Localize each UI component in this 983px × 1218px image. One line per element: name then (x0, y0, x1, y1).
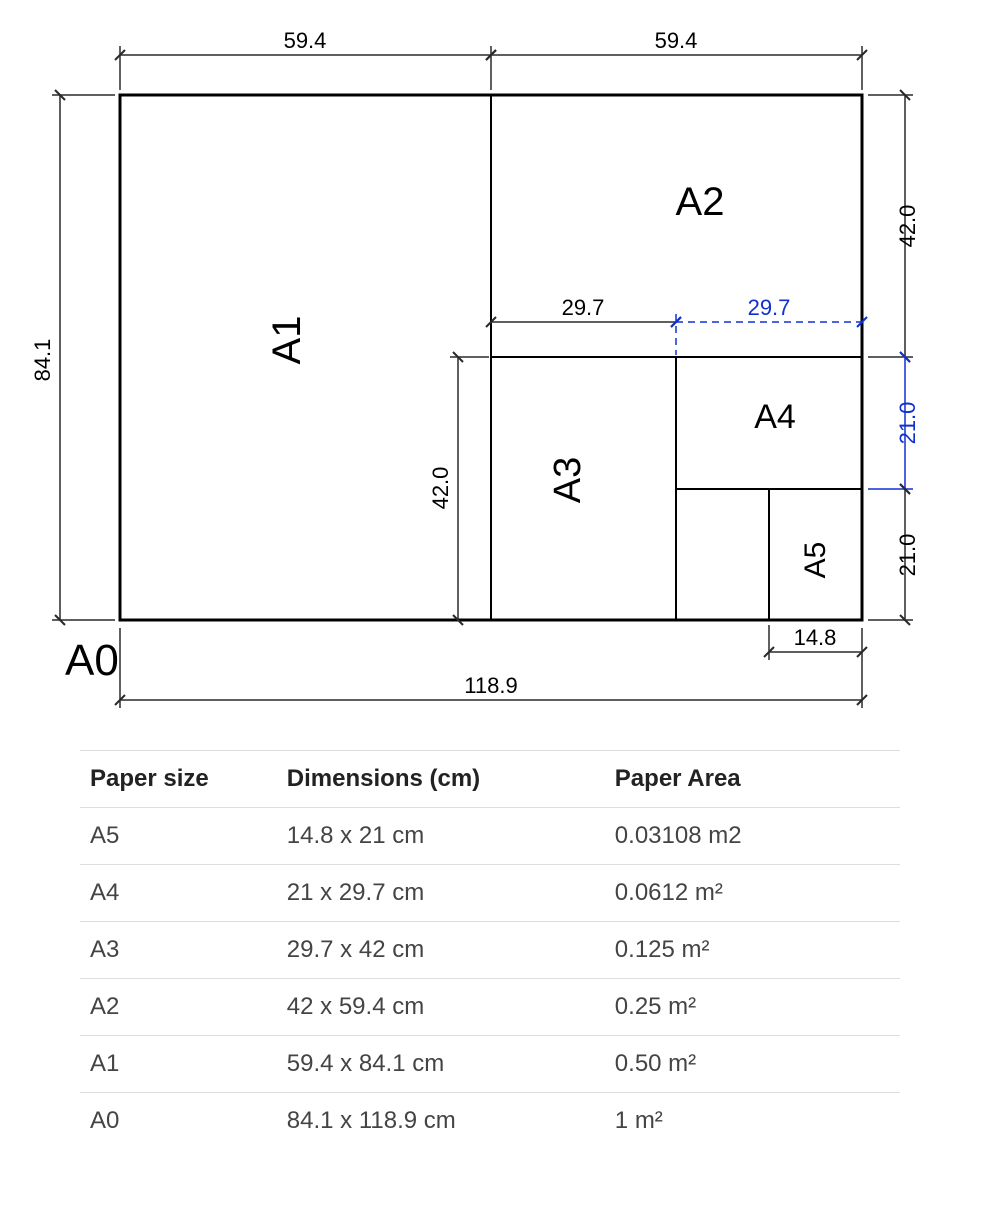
col-dimensions: Dimensions (cm) (277, 751, 605, 808)
cell-dim: 14.8 x 21 cm (277, 808, 605, 865)
table-header-row: Paper size Dimensions (cm) Paper Area (80, 751, 900, 808)
col-paper-size: Paper size (80, 751, 277, 808)
dim-right-mid-label: 21.0 (895, 402, 920, 445)
cell-size: A1 (80, 1036, 277, 1093)
cell-size: A0 (80, 1093, 277, 1150)
dim-mid-right-label: 29.7 (748, 295, 791, 320)
cell-dim: 42 x 59.4 cm (277, 979, 605, 1036)
dim-inner-v (450, 357, 489, 620)
table-row: A0 84.1 x 118.9 cm 1 m² (80, 1093, 900, 1150)
dim-top (120, 46, 862, 90)
table-row: A5 14.8 x 21 cm 0.03108 m2 (80, 808, 900, 865)
page: A1 A2 A3 A4 A5 A0 59.4 59.4 84.1 (0, 0, 983, 1218)
paper-size-table-wrap: Paper size Dimensions (cm) Paper Area A5… (80, 750, 900, 1149)
cell-dim: 21 x 29.7 cm (277, 865, 605, 922)
table-row: A3 29.7 x 42 cm 0.125 m² (80, 922, 900, 979)
paper-size-table: Paper size Dimensions (cm) Paper Area A5… (80, 750, 900, 1149)
table-row: A2 42 x 59.4 cm 0.25 m² (80, 979, 900, 1036)
dim-bottom-label: 118.9 (464, 673, 517, 698)
cell-size: A4 (80, 865, 277, 922)
paper-size-diagram: A1 A2 A3 A4 A5 A0 59.4 59.4 84.1 (0, 0, 983, 740)
a0-label: A0 (65, 636, 119, 685)
dim-inner-v-label: 42.0 (428, 467, 453, 510)
cell-area: 0.25 m² (605, 979, 900, 1036)
a5-label: A5 (799, 542, 832, 579)
a1-label: A1 (265, 316, 309, 365)
dim-right-top-label: 42.0 (895, 205, 920, 248)
cell-dim: 29.7 x 42 cm (277, 922, 605, 979)
cell-size: A2 (80, 979, 277, 1036)
table-row: A1 59.4 x 84.1 cm 0.50 m² (80, 1036, 900, 1093)
a3-label: A3 (547, 457, 589, 503)
col-area: Paper Area (605, 751, 900, 808)
table-row: A4 21 x 29.7 cm 0.0612 m² (80, 865, 900, 922)
dim-left (52, 95, 115, 620)
cell-area: 0.03108 m2 (605, 808, 900, 865)
cell-area: 1 m² (605, 1093, 900, 1150)
cell-dim: 59.4 x 84.1 cm (277, 1036, 605, 1093)
dim-top-right-label: 59.4 (655, 28, 698, 53)
dim-small-label: 14.8 (794, 625, 837, 650)
cell-size: A5 (80, 808, 277, 865)
cell-area: 0.50 m² (605, 1036, 900, 1093)
dim-mid-left-label: 29.7 (562, 295, 605, 320)
cell-area: 0.0612 m² (605, 865, 900, 922)
dim-left-label: 84.1 (30, 339, 55, 382)
a2-label: A2 (676, 180, 725, 224)
cell-size: A3 (80, 922, 277, 979)
dim-right-bot-label: 21.0 (895, 534, 920, 577)
cell-dim: 84.1 x 118.9 cm (277, 1093, 605, 1150)
dim-top-left-label: 59.4 (284, 28, 327, 53)
cell-area: 0.125 m² (605, 922, 900, 979)
dim-mid-h (491, 314, 862, 355)
a4-label: A4 (754, 398, 796, 436)
